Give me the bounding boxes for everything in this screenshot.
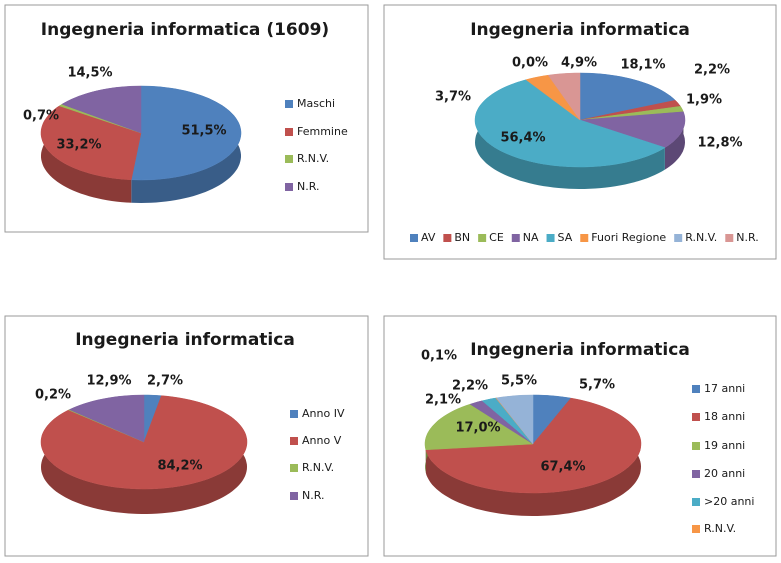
value-label: 2,1%: [425, 393, 461, 408]
value-label: 5,7%: [579, 378, 615, 393]
legend-swatch: [285, 183, 293, 191]
chart-title: Ingegneria informatica: [75, 330, 295, 350]
legend-label: R.N.V.: [302, 461, 334, 474]
legend-label: N.R.: [297, 180, 319, 193]
legend-swatch: [443, 234, 452, 242]
value-label: 2,2%: [694, 63, 730, 78]
legend-label: 19 anni: [704, 439, 745, 452]
slice: [579, 111, 686, 148]
legend-label: BN: [454, 231, 470, 244]
legend-swatch: [580, 234, 589, 242]
value-label: 0,1%: [421, 349, 457, 364]
legend-swatch: [290, 464, 298, 472]
legend-label: SA: [558, 231, 573, 244]
value-label: 3,7%: [435, 90, 471, 105]
pie: [40, 394, 248, 514]
slice: [424, 403, 534, 451]
value-label: 18,1%: [620, 58, 665, 73]
slice: [130, 85, 242, 181]
legend-label: Anno IV: [302, 407, 345, 420]
value-label: 14,5%: [67, 66, 112, 81]
legend-label: CE: [489, 231, 504, 244]
legend-swatch: [290, 437, 298, 445]
slice-side: [475, 79, 665, 189]
legend-label: Fuori Regione: [591, 231, 666, 244]
value-label: 33,2%: [56, 138, 101, 153]
legend-swatch: [692, 442, 700, 450]
legend-swatch: [692, 385, 700, 393]
legend-swatch: [410, 234, 418, 242]
slice-side: [664, 111, 685, 170]
value-label: 0,0%: [512, 56, 548, 71]
legend-label: R.N.V.: [297, 152, 329, 165]
legend-label: Anno V: [302, 434, 342, 447]
value-label: 12,8%: [697, 136, 742, 151]
value-label: 5,5%: [501, 374, 537, 389]
legend-swatch: [511, 234, 520, 242]
legend-swatch: [692, 413, 700, 421]
value-label: 4,9%: [561, 56, 597, 71]
legend-swatch: [285, 128, 293, 136]
pie: [40, 85, 242, 203]
slice: [495, 394, 534, 445]
chart-title: Ingegneria informatica: [470, 340, 690, 360]
legend-swatch: [478, 234, 487, 242]
value-label: 12,9%: [86, 374, 131, 389]
value-label: 67,4%: [540, 460, 585, 475]
slice: [40, 395, 248, 490]
legend-swatch: [546, 234, 555, 242]
slice: [61, 85, 142, 134]
value-label: 17,0%: [455, 421, 500, 436]
value-label: 56,4%: [500, 131, 545, 146]
legend-label: AV: [421, 231, 436, 244]
legend-swatch: [674, 234, 683, 242]
legend-swatch: [290, 492, 298, 500]
value-label: 0,7%: [23, 109, 59, 124]
legend-label: N.R.: [736, 231, 758, 244]
slice: [68, 394, 145, 443]
slice: [425, 397, 642, 494]
legend-swatch: [290, 410, 298, 418]
legend-label: R.N.V.: [704, 522, 736, 535]
slice: [40, 105, 142, 181]
value-label: 51,5%: [181, 124, 226, 139]
slice: [532, 394, 572, 445]
legend-swatch: [725, 234, 734, 242]
value-label: 1,9%: [686, 93, 722, 108]
chart-title: Ingegneria informatica (1609): [41, 20, 329, 40]
legend-label: 17 anni: [704, 382, 745, 395]
slice-side: [41, 105, 132, 203]
value-label: 2,2%: [452, 379, 488, 394]
slice: [579, 72, 676, 121]
legend-label: 18 anni: [704, 410, 745, 423]
legend-swatch: [692, 498, 700, 506]
legend-label: NA: [523, 231, 539, 244]
legend-label: R.N.V.: [685, 231, 717, 244]
legend-label: 20 anni: [704, 467, 745, 480]
legend-swatch: [692, 525, 700, 533]
value-label: 84,2%: [157, 459, 202, 474]
legend-swatch: [692, 470, 700, 478]
legend-swatch: [285, 100, 293, 108]
legend-label: >20 anni: [704, 495, 754, 508]
pie: [424, 394, 642, 516]
slice: [547, 72, 581, 121]
legend-label: N.R.: [302, 489, 324, 502]
slice: [525, 74, 581, 121]
legend-label: Femmine: [297, 125, 348, 138]
value-label: 0,2%: [35, 388, 71, 403]
slice: [474, 79, 666, 168]
value-label: 2,7%: [147, 374, 183, 389]
chart-title: Ingegneria informatica: [470, 20, 690, 40]
legend-swatch: [285, 155, 293, 163]
legend-label: Maschi: [297, 97, 335, 110]
pie: [474, 72, 686, 189]
